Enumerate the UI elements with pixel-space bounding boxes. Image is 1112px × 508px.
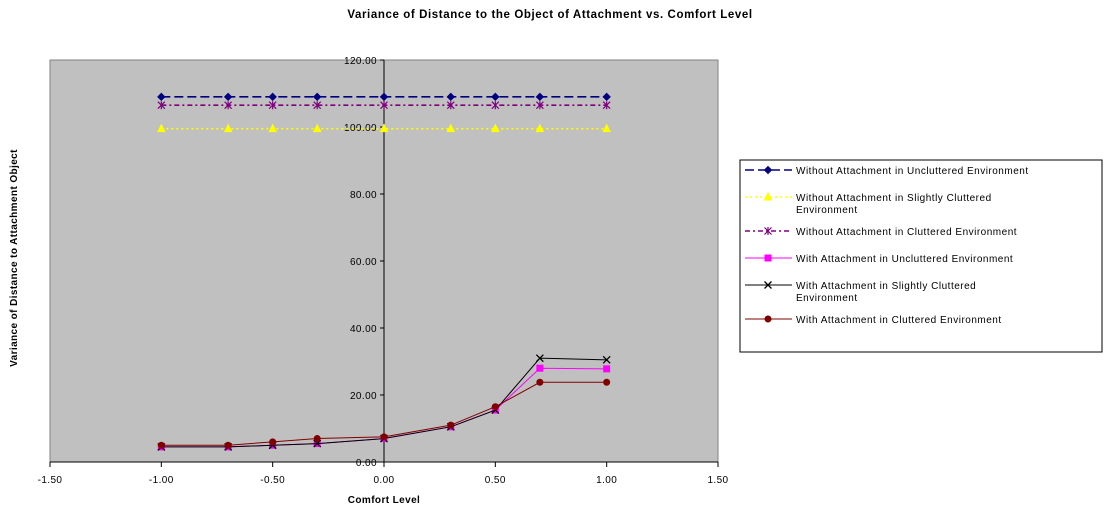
data-point [312,123,322,133]
legend-item: Without Attachment in Uncluttered Enviro… [745,165,1029,177]
legend-label: With Attachment in Cluttered Environment [796,315,1002,326]
data-point [446,123,456,133]
legend-label: With Attachment in Uncluttered Environme… [796,254,1013,265]
data-point [535,92,545,102]
chart-title: Variance of Distance to the Object of At… [347,9,752,21]
data-point [224,441,232,449]
x-tick-label: 0.00 [373,475,394,486]
data-point [269,438,277,446]
y-tick-label: 120.00 [344,56,377,67]
data-point [763,165,773,175]
y-tick-label: 80.00 [350,190,377,201]
data-point [602,123,611,133]
x-tick-label: 1.00 [596,475,617,486]
data-point [536,364,544,372]
data-point [764,227,772,235]
y-tick-label: 100.00 [344,123,377,134]
legend-item: With Attachment in Slightly ClutteredEnv… [745,281,976,304]
data-point [446,92,456,102]
y-axis-label: Variance of Distance to Attachment Objec… [9,149,20,367]
x-tick-label: 0.50 [485,475,506,486]
data-point [157,92,166,102]
legend-label: Without Attachment in Cluttered Environm… [796,227,1017,238]
data-point [535,354,544,363]
data-point [312,92,322,102]
data-point [446,101,455,110]
data-point [491,92,500,102]
data-point [764,281,772,289]
data-point [763,191,773,201]
data-point [491,123,500,133]
legend-item: Without Attachment in Slightly Cluttered… [745,191,992,216]
x-tick-label: 1.50 [707,475,728,486]
data-point [447,421,455,429]
data-point [602,101,611,110]
data-point [157,123,166,133]
data-point [535,123,545,133]
data-point [268,101,277,110]
y-tick-label: 20.00 [350,391,377,402]
data-point [268,123,277,133]
data-point [379,92,389,102]
series-2 [157,123,611,133]
data-point [380,101,388,110]
x-tick-label: -1.00 [149,475,174,486]
y-tick-label: 60.00 [350,257,377,268]
y-tick-label: 40.00 [350,324,377,335]
data-point [379,123,389,133]
series-layer [157,92,611,451]
legend-label: Environment [796,205,858,216]
x-axis-label: Comfort Level [348,495,420,506]
data-point [764,315,772,323]
data-point [313,101,322,110]
legend-label: Without Attachment in Slightly Cluttered [796,193,992,204]
legend-label: Environment [796,293,858,304]
data-point [313,435,321,443]
x-tick-label: -0.50 [260,475,285,486]
legend-label: With Attachment in Slightly Cluttered [796,281,976,292]
data-point [764,254,772,262]
data-point [157,101,166,110]
data-point [223,92,233,102]
x-tick-label: -1.50 [38,475,63,486]
legend-box [739,159,1103,353]
data-point [491,101,500,110]
data-point [602,355,611,364]
data-point [157,441,165,449]
data-point [268,92,277,102]
data-point [535,101,544,110]
legend: Without Attachment in Uncluttered Enviro… [745,165,1029,326]
series-6 [157,378,611,449]
legend-item: With Attachment in Uncluttered Environme… [745,254,1013,265]
data-point [313,439,322,448]
data-point [491,403,499,411]
data-point [223,123,233,133]
data-point [603,378,611,386]
data-point [536,378,544,386]
data-point [603,365,611,373]
y-tick-label: 0.00 [356,458,377,469]
data-point [380,433,388,441]
series-1 [157,92,611,102]
data-point [224,101,233,110]
series-3 [157,101,611,110]
legend-item: With Attachment in Cluttered Environment [745,315,1002,326]
legend-label: Without Attachment in Uncluttered Enviro… [796,166,1029,177]
legend-item: Without Attachment in Cluttered Environm… [745,227,1017,238]
data-point [602,92,611,102]
